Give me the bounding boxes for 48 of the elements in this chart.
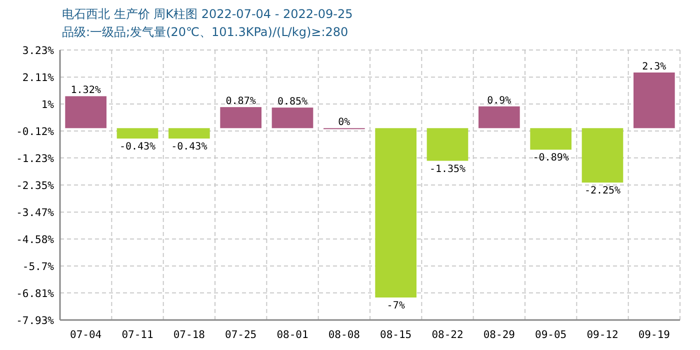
- x-tick-label: 08-08: [328, 329, 360, 341]
- bar: [168, 128, 210, 139]
- x-tick-label: 08-01: [276, 329, 308, 341]
- bar: [530, 128, 572, 150]
- data-label: -0.43%: [171, 142, 208, 153]
- x-tick-label: 07-18: [173, 329, 205, 341]
- y-tick-label: 2.11%: [22, 72, 55, 84]
- data-label: 0.87%: [226, 96, 256, 108]
- data-label: -2.25%: [584, 186, 621, 197]
- y-tick-label: -6.81%: [16, 288, 55, 300]
- bar: [116, 128, 158, 139]
- bar: [634, 72, 675, 128]
- y-tick-label: -4.58%: [16, 234, 55, 246]
- y-tick-label: -5.7%: [22, 261, 55, 274]
- bar: [65, 96, 106, 128]
- bar: [375, 128, 416, 298]
- data-label: -1.35%: [429, 164, 466, 175]
- x-tick-label: 07-25: [225, 329, 257, 341]
- data-label: 1.32%: [70, 85, 101, 96]
- data-label: 2.3%: [642, 62, 666, 72]
- chart-subtitle: 品级:一级品;发气量(20℃、101.3KPa)/(L/kg)≥:280: [62, 25, 348, 39]
- x-tick-label: 09-19: [638, 329, 670, 341]
- data-label: -0.89%: [532, 152, 569, 164]
- x-tick-label: 08-15: [380, 329, 412, 341]
- x-tick-label: 09-05: [535, 329, 567, 341]
- x-tick-label: 08-29: [483, 329, 515, 341]
- bar: [426, 128, 468, 161]
- chart-title: 电石西北 生产价 周K柱图 2022-07-04 - 2022-09-25: [62, 7, 353, 21]
- y-tick-label: 1%: [41, 98, 55, 111]
- y-tick-label: -0.12%: [16, 126, 55, 138]
- y-tick-label: 3.23%: [22, 45, 55, 57]
- x-tick-label: 08-22: [432, 329, 464, 341]
- data-label: -0.43%: [119, 142, 156, 153]
- y-tick-label: -3.47%: [16, 207, 55, 220]
- y-tick-label: -1.23%: [16, 152, 55, 165]
- data-label: -7%: [386, 300, 405, 312]
- x-tick-label: 07-11: [122, 329, 154, 341]
- y-tick-label: -7.93%: [16, 315, 55, 327]
- x-tick-label: 07-04: [70, 329, 102, 341]
- data-label: 0%: [338, 117, 350, 128]
- bar: [582, 128, 624, 183]
- data-label: 0.9%: [487, 95, 512, 106]
- bar: [272, 108, 314, 128]
- bar: [478, 106, 520, 128]
- x-tick-label: 09-12: [586, 329, 618, 341]
- bar: [220, 107, 262, 128]
- data-label: 0.85%: [277, 96, 308, 108]
- y-tick-label: -2.35%: [16, 180, 55, 192]
